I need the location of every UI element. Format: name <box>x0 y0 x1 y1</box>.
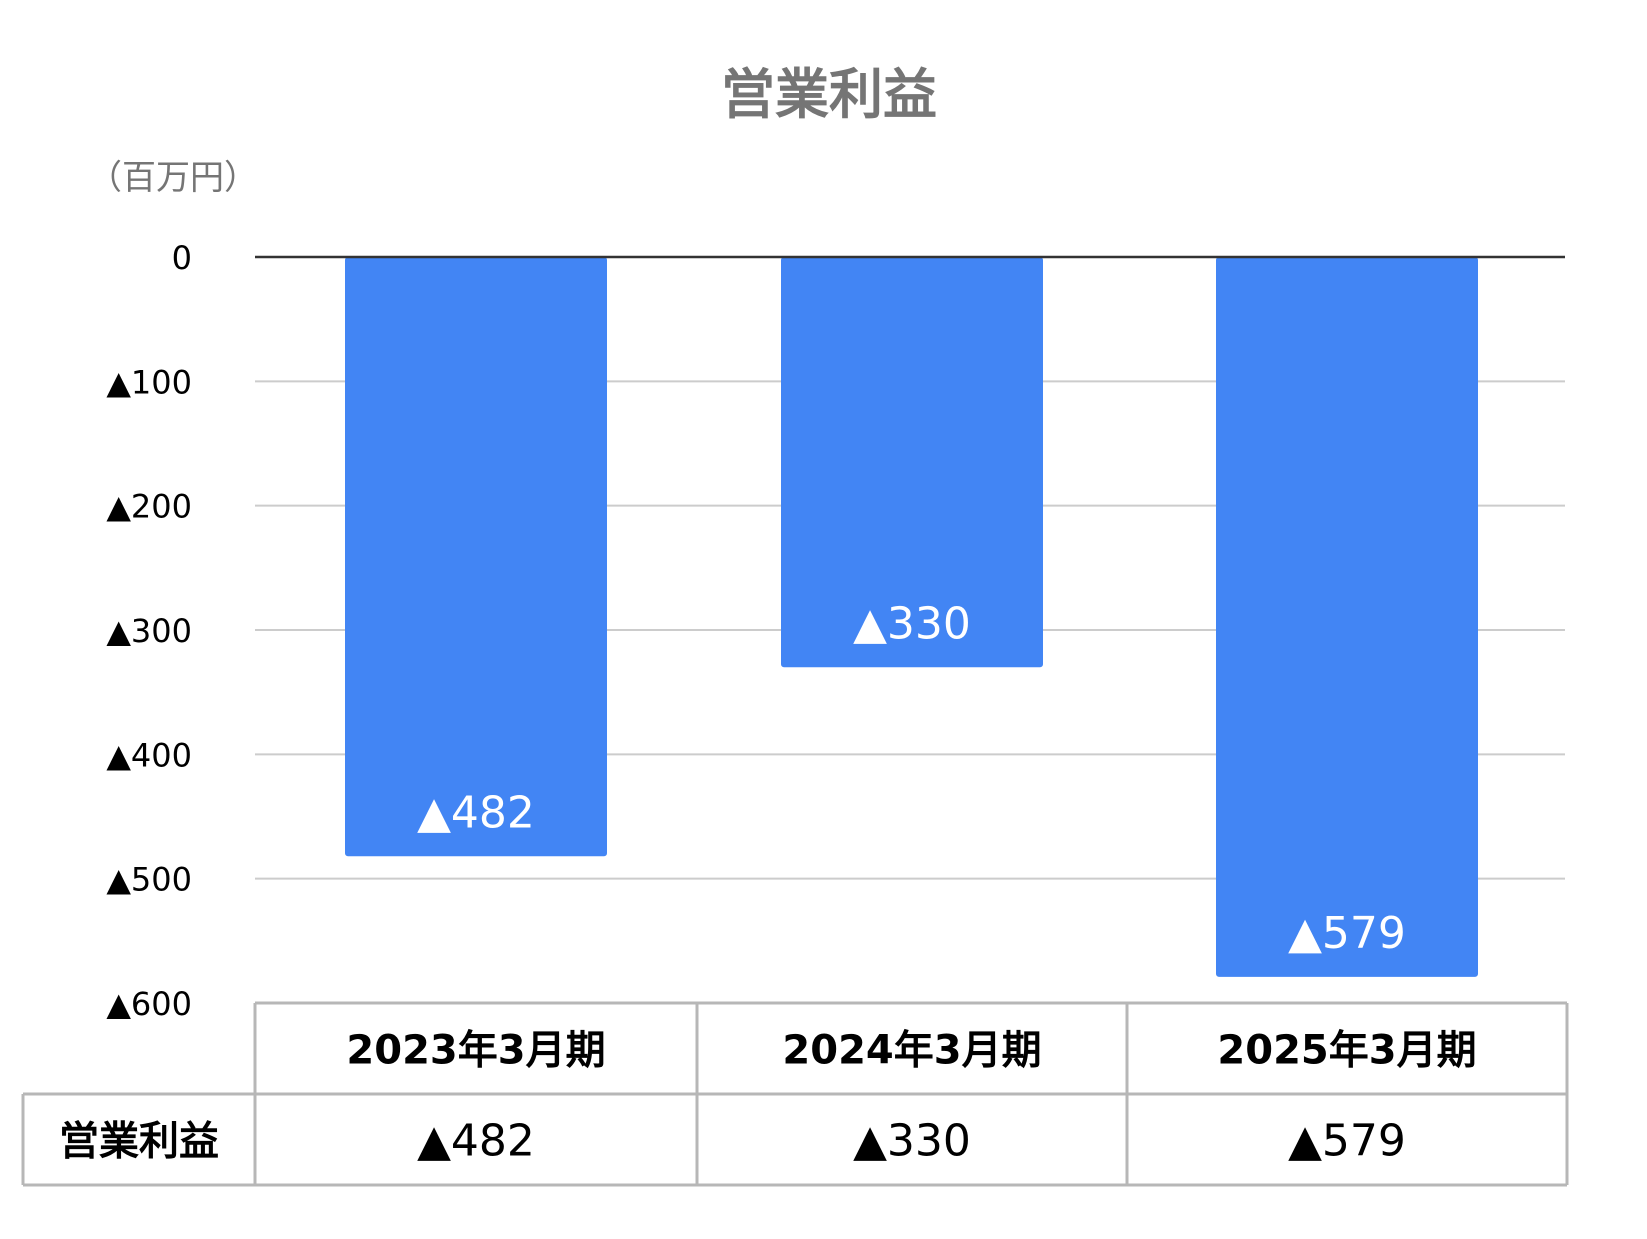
x-category-label: 2023年3月期 <box>346 1028 605 1074</box>
y-tick-label: ▲400 <box>106 736 192 774</box>
x-category-label: 2025年3月期 <box>1217 1028 1476 1074</box>
bar <box>1216 257 1478 977</box>
table-cell-value: ▲482 <box>417 1116 535 1167</box>
bar-value-label: ▲579 <box>1288 908 1406 959</box>
table-row-header: 営業利益 <box>59 1119 219 1165</box>
y-tick-label: ▲100 <box>106 363 192 401</box>
y-tick-label: ▲300 <box>106 612 192 650</box>
bar <box>781 257 1043 668</box>
y-tick-label: ▲600 <box>106 985 192 1023</box>
y-tick-label: ▲200 <box>106 488 192 526</box>
y-tick-label: 0 <box>172 239 192 277</box>
y-axis-tick-labels: 0 ▲100 ▲200 ▲300 ▲400 ▲500 ▲600 <box>106 239 192 1023</box>
y-tick-label: ▲500 <box>106 861 192 899</box>
bars: ▲482 ▲330 ▲579 <box>345 257 1478 977</box>
bar-value-label: ▲330 <box>853 598 971 649</box>
unit-label: （百万円） <box>88 158 258 198</box>
x-category-label: 2024年3月期 <box>782 1028 1041 1074</box>
table-cell-value: ▲579 <box>1288 1116 1406 1167</box>
bar <box>345 257 607 857</box>
table-cell-value: ▲330 <box>853 1116 971 1167</box>
bar-value-label: ▲482 <box>417 787 535 838</box>
chart-title: 営業利益 <box>721 63 937 126</box>
